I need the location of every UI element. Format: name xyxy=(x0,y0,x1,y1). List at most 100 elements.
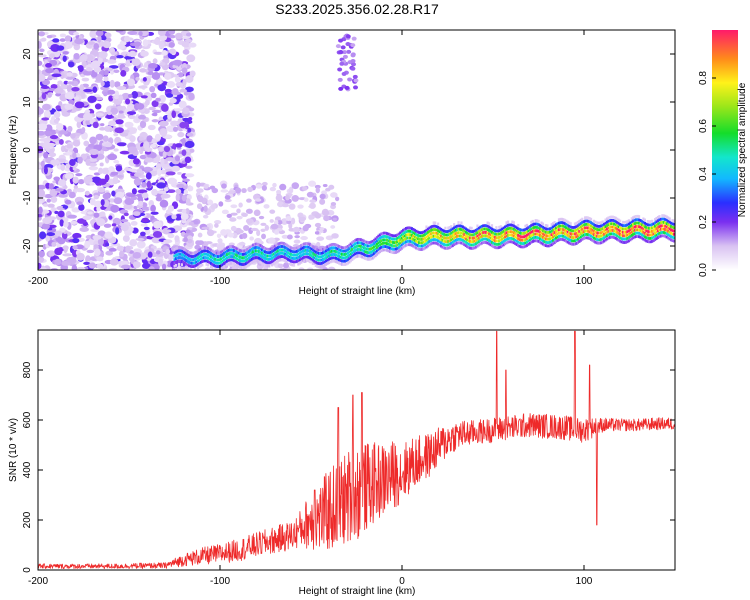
heatmap-cell xyxy=(127,52,133,57)
heatmap-cell xyxy=(87,95,97,103)
heatmap-cell xyxy=(649,226,652,230)
heatmap-cell xyxy=(72,232,82,240)
heatmap-cell xyxy=(669,221,673,225)
heatmap-cell xyxy=(378,233,381,237)
colorbar-gradient xyxy=(712,30,738,270)
heatmap-cell xyxy=(616,217,619,221)
heatmap-cell xyxy=(400,236,403,240)
heatmap-cell xyxy=(421,237,424,241)
heatmap-cell xyxy=(273,261,277,265)
heatmap-cell xyxy=(540,241,543,245)
heatmap-cell xyxy=(141,217,150,223)
heatmap-cell xyxy=(342,263,345,267)
heatmap-cell xyxy=(589,234,593,238)
heatmap-cell xyxy=(482,231,485,234)
heatmap-cell xyxy=(473,243,476,246)
heatmap-cell xyxy=(46,35,53,39)
heatmap-cell xyxy=(275,243,278,247)
heatmap-cell xyxy=(233,249,236,253)
heatmap-cell xyxy=(550,226,553,230)
heatmap-cell xyxy=(292,250,296,254)
heatmap-cell xyxy=(332,246,335,250)
heatmap-cell xyxy=(346,251,349,255)
heatmap-cell xyxy=(307,255,310,259)
heatmap-cell xyxy=(428,236,431,240)
heatmap-cell xyxy=(326,255,329,259)
heatmap-cell xyxy=(575,231,578,235)
heatmap-cell xyxy=(668,224,671,227)
heatmap-cell xyxy=(326,248,329,252)
heatmap-cell xyxy=(117,94,124,102)
heatmap-cell xyxy=(199,254,202,258)
heatmap-cell xyxy=(469,229,472,233)
heatmap-cell xyxy=(241,212,248,217)
heatmap-cell xyxy=(572,229,575,233)
heatmap-cell xyxy=(203,184,209,189)
heatmap-cell xyxy=(592,226,596,230)
heatmap-cell xyxy=(202,259,205,263)
heatmap-cell xyxy=(231,252,234,255)
heatmap-cell xyxy=(632,219,635,223)
heatmap-cell xyxy=(381,235,384,239)
heatmap-cell xyxy=(439,244,443,248)
heatmap-cell xyxy=(307,252,310,256)
heatmap-cell xyxy=(181,160,186,164)
heatmap-cell xyxy=(59,38,66,42)
heatmap-cell xyxy=(531,233,534,237)
heatmap-cell xyxy=(73,184,79,190)
heatmap-cell xyxy=(642,237,645,241)
heatmap-cell xyxy=(135,237,145,242)
heatmap-cell xyxy=(649,223,652,227)
heatmap-cell xyxy=(108,65,119,69)
heatmap-cell xyxy=(110,204,120,213)
heatmap-cell xyxy=(570,242,574,246)
heatmap-cell xyxy=(435,228,438,232)
heatmap-cell xyxy=(252,246,255,250)
heatmap-cell xyxy=(340,262,344,266)
heatmap-cell xyxy=(396,236,399,240)
heatmap-cell xyxy=(646,240,649,243)
heatmap-cell xyxy=(38,213,43,218)
heatmap-cell xyxy=(302,225,309,232)
heatmap-cell xyxy=(295,249,299,253)
heatmap-cell xyxy=(592,236,596,240)
heatmap-cell xyxy=(479,232,482,236)
heatmap-cell xyxy=(310,247,313,251)
heatmap-cell xyxy=(151,72,161,80)
heatmap-cell xyxy=(227,232,234,238)
heatmap-cell xyxy=(486,221,489,225)
heatmap-cell xyxy=(354,252,357,256)
heatmap-cell xyxy=(608,222,612,226)
heatmap-cell xyxy=(450,245,453,249)
heatmap-cell xyxy=(390,233,393,237)
heatmap-cell xyxy=(608,219,612,223)
heatmap-cell xyxy=(659,224,663,228)
heatmap-cell xyxy=(297,262,300,266)
heatmap-cell xyxy=(243,252,246,256)
heatmap-cell xyxy=(438,226,441,230)
heatmap-cell xyxy=(642,234,645,238)
heatmap-cell xyxy=(613,216,616,219)
heatmap-cell xyxy=(623,224,626,228)
heatmap-cell xyxy=(467,229,470,233)
snr-x-ticks: -200 -100 0 100 xyxy=(28,330,593,587)
heatmap-cell xyxy=(75,91,81,96)
heatmap-cell xyxy=(509,233,513,237)
heatmap-cell xyxy=(460,234,463,238)
heatmap-cell xyxy=(67,81,75,85)
heatmap-cell xyxy=(633,235,636,239)
heatmap-cell xyxy=(198,261,201,265)
heatmap-cell xyxy=(413,232,416,236)
heatmap-cell xyxy=(283,262,290,269)
heatmap-cell xyxy=(212,263,216,267)
heatmap-cell xyxy=(512,241,515,245)
heatmap-cell xyxy=(87,41,96,45)
heatmap-cell xyxy=(75,173,83,177)
heatmap-cell xyxy=(246,254,249,258)
heatmap-cell xyxy=(649,240,652,244)
heatmap-cell xyxy=(585,216,588,220)
heatmap-cell xyxy=(310,244,313,247)
heatmap-cell xyxy=(97,230,106,237)
heatmap-cell xyxy=(627,219,630,223)
